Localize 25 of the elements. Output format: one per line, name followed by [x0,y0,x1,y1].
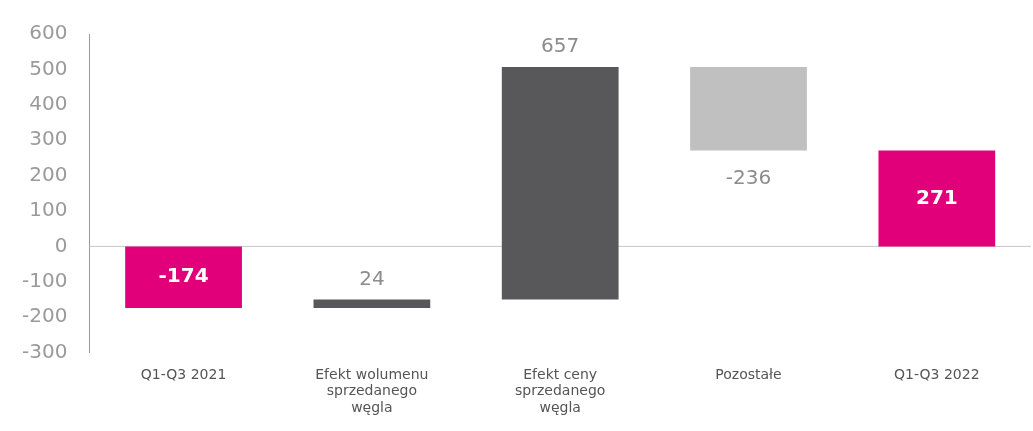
y-tick-label: 100 [29,197,68,222]
y-tick-label: 600 [29,20,68,45]
y-tick-label: 300 [29,126,68,151]
data-label: 24 [359,265,385,290]
y-tick-label: -100 [22,268,68,292]
bar [313,299,431,308]
y-tick-label: 200 [29,161,68,186]
data-label: 271 [915,184,958,209]
data-label: 657 [541,33,580,58]
bar [501,66,619,300]
y-tick-label: 500 [29,55,68,80]
x-tick-label: Q1-Q3 2021 [140,365,227,382]
x-tick-label: Q1-Q3 2022 [894,365,980,382]
y-tick-label: 0 [54,232,68,257]
x-tick-label: Efekt ceny sprzedanego węgla [515,365,606,416]
y-tick-label: -300 [22,338,68,363]
bar [878,150,996,247]
x-tick-label: Pozostałe [715,365,782,382]
data-label: -236 [725,164,772,189]
y-tick-label: -200 [22,303,68,328]
bar [690,66,807,151]
data-label: -174 [158,263,209,288]
bar [125,246,242,308]
y-tick-label: 400 [29,91,68,115]
x-tick-label: Efekt wolumenu sprzedanego węgla [315,365,429,416]
